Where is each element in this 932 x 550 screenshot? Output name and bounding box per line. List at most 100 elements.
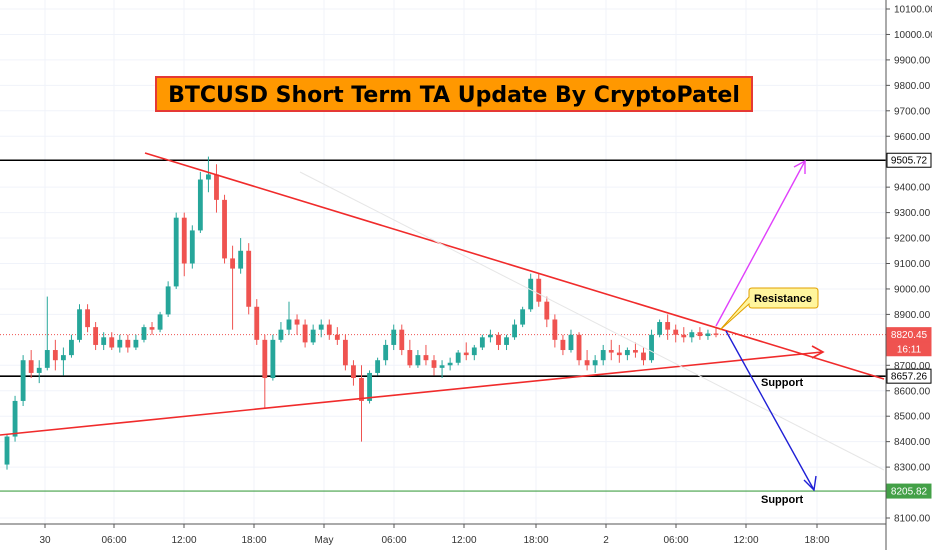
- y-tick-label: 9700.00: [894, 106, 931, 117]
- candle-body: [286, 319, 292, 330]
- bearish-target-arrow: [725, 330, 815, 491]
- price-tag-label: 9505.72: [891, 156, 928, 167]
- candle-body: [294, 319, 300, 325]
- candle: [705, 329, 711, 340]
- y-tick-label: 9600.00: [894, 132, 931, 143]
- candle-body: [181, 217, 187, 264]
- candle-body: [318, 324, 324, 330]
- candle-body: [270, 339, 276, 379]
- candle-body: [633, 350, 638, 353]
- candle-body: [423, 355, 429, 361]
- candle: [399, 324, 405, 356]
- x-tick-label: 18:00: [241, 535, 266, 546]
- candle: [12, 395, 18, 442]
- candle-body: [576, 334, 582, 361]
- candle-body: [552, 319, 558, 340]
- candle: [101, 332, 107, 351]
- candle-body: [624, 350, 630, 356]
- candle-body: [93, 327, 99, 345]
- price-tag: 8205.82: [886, 483, 932, 499]
- x-tick-label: 06:00: [381, 535, 406, 546]
- candle: [439, 360, 445, 379]
- candle: [77, 304, 82, 343]
- candle-body: [302, 324, 308, 343]
- candle: [665, 314, 671, 340]
- candle: [254, 299, 260, 345]
- candle-body: [52, 350, 58, 361]
- candle-body: [649, 334, 654, 361]
- candle-body: [415, 355, 421, 366]
- candle-body: [447, 362, 453, 366]
- candle: [608, 339, 614, 361]
- candle: [544, 296, 550, 328]
- candle-body: [246, 250, 252, 307]
- candle-body: [206, 174, 211, 180]
- price-tag: 8657.26: [886, 368, 932, 384]
- candle: [318, 319, 324, 338]
- candle-body: [689, 332, 695, 338]
- candle: [222, 194, 227, 264]
- x-tick-label: 12:00: [171, 535, 196, 546]
- candle: [294, 314, 300, 335]
- candle-body: [560, 339, 566, 351]
- candle-body: [310, 329, 316, 343]
- price-tag-label: 8657.26: [891, 372, 928, 383]
- y-tick-label: 8500.00: [894, 412, 931, 423]
- price-tag: 9505.72: [886, 152, 932, 168]
- candle-body: [641, 352, 646, 361]
- candle-body: [141, 327, 147, 340]
- bullish-target-arrow: [715, 160, 806, 327]
- candle: [60, 347, 66, 376]
- ascending-support-trendline: [0, 351, 823, 436]
- support-trendline-arrowhead: [811, 345, 825, 359]
- candle: [334, 327, 340, 345]
- candle: [431, 355, 437, 376]
- bullish-arrowhead: [793, 159, 806, 174]
- candle-body: [616, 352, 622, 356]
- candle-body: [214, 174, 219, 200]
- candle: [657, 319, 663, 338]
- candle: [214, 164, 219, 213]
- x-tick-label: 06:00: [663, 535, 688, 546]
- candle: [36, 360, 42, 384]
- candle: [383, 339, 389, 366]
- candle-body: [479, 337, 485, 348]
- price-tag: 8820.45: [886, 327, 932, 343]
- candle-body: [471, 347, 477, 356]
- candle-body: [713, 333, 719, 335]
- candle-body: [431, 360, 437, 368]
- x-tick-label: 30: [39, 535, 51, 546]
- candle-body: [165, 286, 171, 315]
- candle-body: [439, 365, 445, 368]
- candle: [141, 324, 147, 343]
- candle: [407, 339, 413, 368]
- price-tag-box: [886, 341, 932, 357]
- candle: [512, 319, 517, 340]
- candle: [197, 171, 203, 233]
- candle: [20, 355, 26, 407]
- candle-body: [77, 309, 82, 340]
- candle-body: [536, 278, 542, 302]
- candle-body: [20, 360, 26, 401]
- candle: [238, 238, 244, 274]
- candle: [117, 334, 123, 353]
- candle-body: [673, 329, 679, 335]
- x-tick-label: 18:00: [804, 535, 829, 546]
- candle: [133, 334, 139, 351]
- candle-body: [149, 327, 155, 330]
- resistance-label: Resistance: [754, 293, 812, 305]
- candle: [270, 334, 276, 381]
- candle: [246, 243, 252, 315]
- candle-body: [254, 306, 260, 340]
- candle: [375, 357, 381, 376]
- candle-body: [4, 436, 10, 465]
- candle-body: [117, 339, 123, 348]
- candle-body: [222, 199, 227, 259]
- x-tick-label: May: [315, 535, 334, 546]
- candle-body: [189, 230, 195, 264]
- candle: [423, 344, 429, 366]
- candle-body: [544, 301, 550, 320]
- candle-body: [657, 322, 663, 335]
- candle: [181, 212, 187, 277]
- resistance-callout-box: [719, 287, 819, 331]
